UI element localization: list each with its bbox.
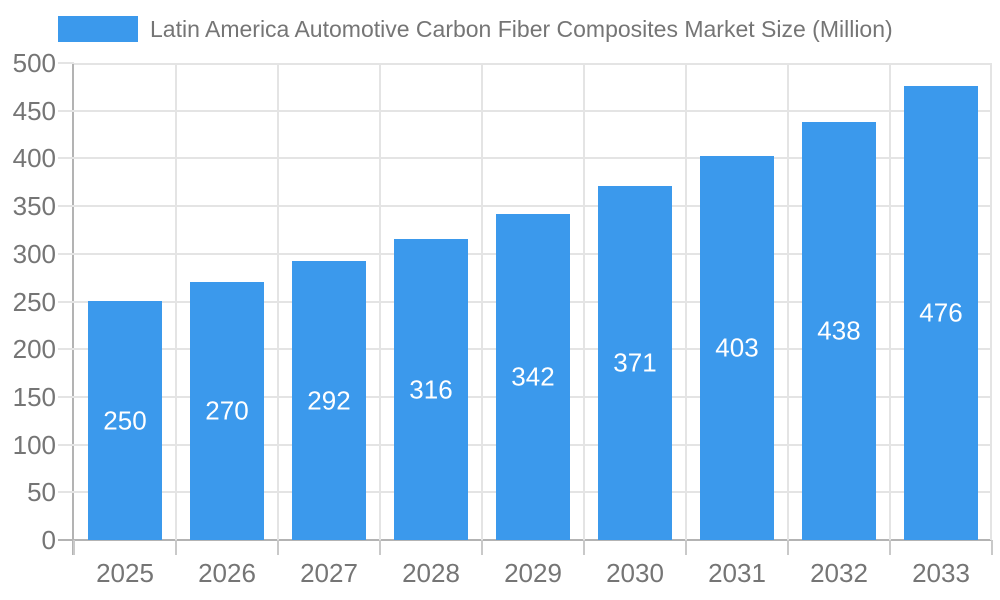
y-tick [58,157,74,160]
v-gridline [583,63,585,540]
legend-label: Latin America Automotive Carbon Fiber Co… [150,16,893,42]
x-tick-label: 2026 [198,558,256,588]
y-tick-label: 500 [12,48,56,78]
x-tick [175,540,177,555]
x-tick [481,540,483,555]
v-gridline [990,63,992,540]
y-axis-line [72,62,74,555]
y-tick-label: 100 [12,429,56,460]
y-tick-label: 350 [12,191,56,222]
y-tick-label: 250 [12,286,56,317]
x-tick-label: 2025 [96,558,154,588]
v-gridline [481,63,483,540]
x-tick [73,540,75,555]
y-tick-label: 200 [12,334,56,365]
v-gridline [889,63,891,540]
y-tick [58,348,74,351]
bar-value-label: 403 [715,332,759,363]
plot-area: 250 270 292 316 342 371 403 438 476 [74,63,992,540]
y-tick [58,252,74,255]
bar-2026[interactable]: 270 [190,282,264,540]
y-tick [58,395,74,398]
x-tick-label: 2033 [912,558,970,588]
x-tick [991,540,993,555]
y-tick-label: 0 [41,525,56,555]
bar-2032[interactable]: 438 [802,122,876,540]
v-gridline [277,63,279,540]
x-tick [889,540,891,555]
x-tick [685,540,687,555]
bar-2025[interactable]: 250 [88,301,162,540]
x-tick-label: 2029 [504,558,562,588]
y-tick-label: 300 [12,238,56,269]
x-tick-label: 2027 [300,558,358,588]
bar-value-label: 371 [613,347,657,378]
bar-value-label: 270 [205,395,249,426]
bar-value-label: 476 [919,297,963,328]
y-tick [58,109,74,112]
bar-2029[interactable]: 342 [496,214,570,540]
x-tick-label: 2031 [708,558,766,588]
bar-value-label: 438 [817,315,861,346]
h-gridline [74,63,992,65]
y-tick-label: 400 [12,143,56,174]
bar-value-label: 250 [103,405,147,435]
bar-2028[interactable]: 316 [394,239,468,540]
x-tick [787,540,789,555]
bar-value-label: 316 [409,374,453,404]
x-tick-label: 2030 [606,558,664,588]
legend-swatch [58,16,138,42]
bar-2027[interactable]: 292 [292,261,366,540]
y-tick-label: 150 [12,381,56,412]
v-gridline [175,63,177,540]
y-tick [58,62,74,64]
v-gridline [685,63,687,540]
v-gridline [787,63,789,540]
x-axis-line [58,539,992,541]
h-gridline [74,205,992,208]
bar-2033[interactable]: 476 [904,86,978,540]
h-gridline [74,157,992,160]
h-gridline [74,109,992,112]
x-tick [583,540,585,555]
x-tick [277,540,279,555]
v-gridline [379,63,381,540]
y-tick-label: 450 [12,95,56,126]
y-tick-label: 50 [27,477,56,508]
y-tick [58,443,74,446]
x-tick-label: 2028 [402,558,460,588]
y-tick [58,205,74,208]
bar-2030[interactable]: 371 [598,186,672,540]
bar-2031[interactable]: 403 [700,156,774,540]
bar-value-label: 292 [307,385,351,415]
y-tick [58,491,74,494]
y-tick [58,300,74,303]
x-tick [379,540,381,555]
x-tick-label: 2032 [810,558,868,588]
bar-value-label: 342 [511,361,555,392]
